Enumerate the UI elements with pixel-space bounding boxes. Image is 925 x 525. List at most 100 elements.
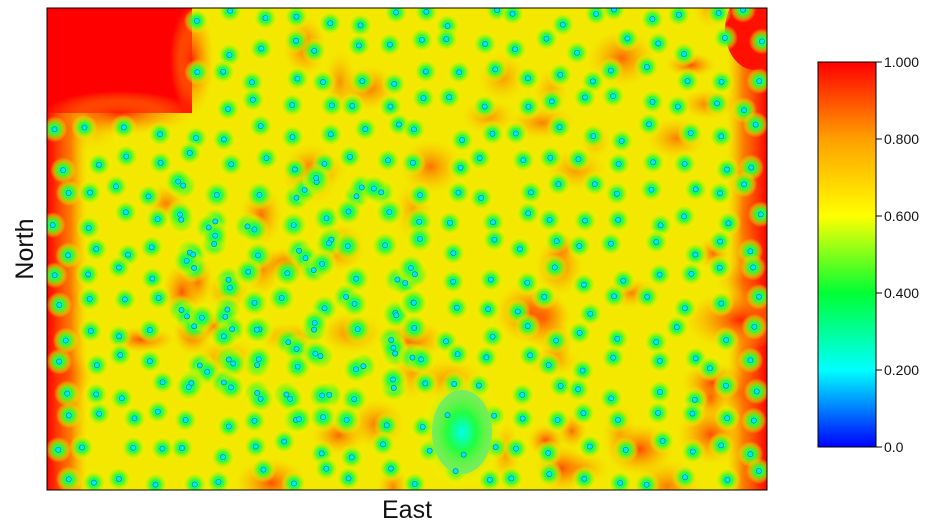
sample-point bbox=[220, 136, 227, 143]
sample-point bbox=[230, 360, 237, 367]
sample-point bbox=[402, 280, 409, 286]
sample-point bbox=[320, 79, 326, 85]
sample-point bbox=[452, 468, 459, 475]
sample-point bbox=[193, 17, 200, 24]
sample-point bbox=[289, 102, 296, 108]
sample-point bbox=[293, 346, 300, 352]
sample-point bbox=[417, 192, 424, 199]
sample-point bbox=[752, 121, 759, 128]
sample-point bbox=[426, 447, 433, 454]
sample-point bbox=[454, 351, 461, 358]
sample-point bbox=[443, 338, 449, 345]
sample-point bbox=[527, 352, 534, 359]
sample-point bbox=[220, 68, 227, 75]
sample-point bbox=[591, 181, 598, 188]
sample-point bbox=[301, 187, 308, 193]
sample-point bbox=[446, 94, 453, 101]
low-value-well bbox=[47, 212, 66, 239]
sample-point bbox=[302, 255, 309, 262]
sample-point bbox=[545, 450, 552, 456]
sample-point bbox=[354, 326, 361, 333]
sample-point bbox=[525, 210, 532, 217]
sample-point bbox=[718, 78, 725, 85]
sample-point bbox=[96, 161, 102, 168]
sample-point bbox=[386, 41, 393, 48]
sample-point bbox=[587, 310, 594, 317]
sample-point bbox=[644, 293, 651, 300]
sample-point bbox=[215, 479, 222, 485]
sample-point bbox=[556, 124, 563, 131]
sample-point bbox=[490, 219, 496, 226]
sample-point bbox=[224, 306, 231, 313]
sample-point bbox=[328, 102, 335, 109]
sample-point bbox=[643, 481, 650, 488]
low-value-well bbox=[633, 471, 660, 490]
low-cluster-halo bbox=[420, 376, 504, 488]
sample-point bbox=[491, 236, 498, 243]
sample-point bbox=[593, 11, 600, 17]
sample-point bbox=[557, 71, 564, 78]
sample-point bbox=[296, 416, 302, 423]
sample-point bbox=[615, 161, 622, 167]
sample-point bbox=[723, 382, 729, 389]
sample-point bbox=[319, 392, 326, 399]
sample-point bbox=[220, 333, 227, 340]
sample-point bbox=[196, 362, 203, 369]
y-axis-label: North bbox=[11, 218, 39, 279]
sample-point bbox=[674, 103, 681, 110]
sample-point bbox=[718, 442, 725, 449]
sample-point bbox=[212, 218, 219, 225]
sample-point bbox=[655, 40, 662, 47]
sample-point bbox=[692, 251, 699, 258]
sample-point bbox=[411, 126, 417, 133]
sample-point bbox=[191, 323, 198, 330]
sample-point bbox=[155, 295, 162, 301]
right-high-region bbox=[685, 290, 767, 350]
sample-point bbox=[116, 264, 122, 271]
sample-point bbox=[394, 276, 401, 283]
sample-point bbox=[553, 337, 560, 344]
sample-point bbox=[157, 131, 164, 138]
sample-point bbox=[486, 476, 493, 483]
sample-point bbox=[675, 11, 682, 18]
sample-point bbox=[717, 238, 724, 245]
sample-point bbox=[343, 416, 350, 423]
sample-point bbox=[444, 23, 451, 29]
sample-point bbox=[65, 412, 72, 419]
sample-point bbox=[159, 445, 166, 452]
sample-point bbox=[416, 218, 423, 225]
sample-point bbox=[353, 366, 360, 373]
sample-point bbox=[610, 354, 617, 361]
colorbar-gradient bbox=[817, 61, 877, 448]
sample-point bbox=[453, 304, 460, 311]
sample-point bbox=[580, 410, 587, 417]
sample-point bbox=[125, 251, 131, 258]
sample-point bbox=[590, 133, 597, 140]
sample-point bbox=[289, 134, 296, 140]
sample-point bbox=[716, 264, 723, 271]
sample-point bbox=[357, 22, 364, 29]
sample-point bbox=[193, 135, 199, 141]
sample-point bbox=[344, 243, 351, 249]
sample-point bbox=[147, 358, 153, 365]
sample-point bbox=[281, 438, 288, 445]
sample-point bbox=[319, 261, 326, 267]
sample-point bbox=[717, 190, 723, 197]
sample-point bbox=[525, 103, 532, 110]
sample-point bbox=[219, 454, 226, 461]
sample-point bbox=[450, 278, 457, 285]
sample-point bbox=[724, 415, 731, 422]
sample-point bbox=[393, 312, 400, 319]
sample-point bbox=[85, 224, 92, 231]
sample-point bbox=[512, 46, 518, 53]
colorbar-ticks: 0.0 0.200 0.400 0.600 0.800 1.000 bbox=[876, 54, 919, 455]
sample-point bbox=[576, 243, 583, 249]
sample-point bbox=[513, 445, 519, 452]
sample-point bbox=[383, 422, 390, 429]
sample-point bbox=[509, 10, 516, 17]
sample-point bbox=[409, 354, 416, 361]
sample-point bbox=[387, 465, 394, 472]
sample-point bbox=[254, 362, 261, 368]
sample-point bbox=[689, 448, 696, 455]
sample-point bbox=[659, 437, 666, 444]
